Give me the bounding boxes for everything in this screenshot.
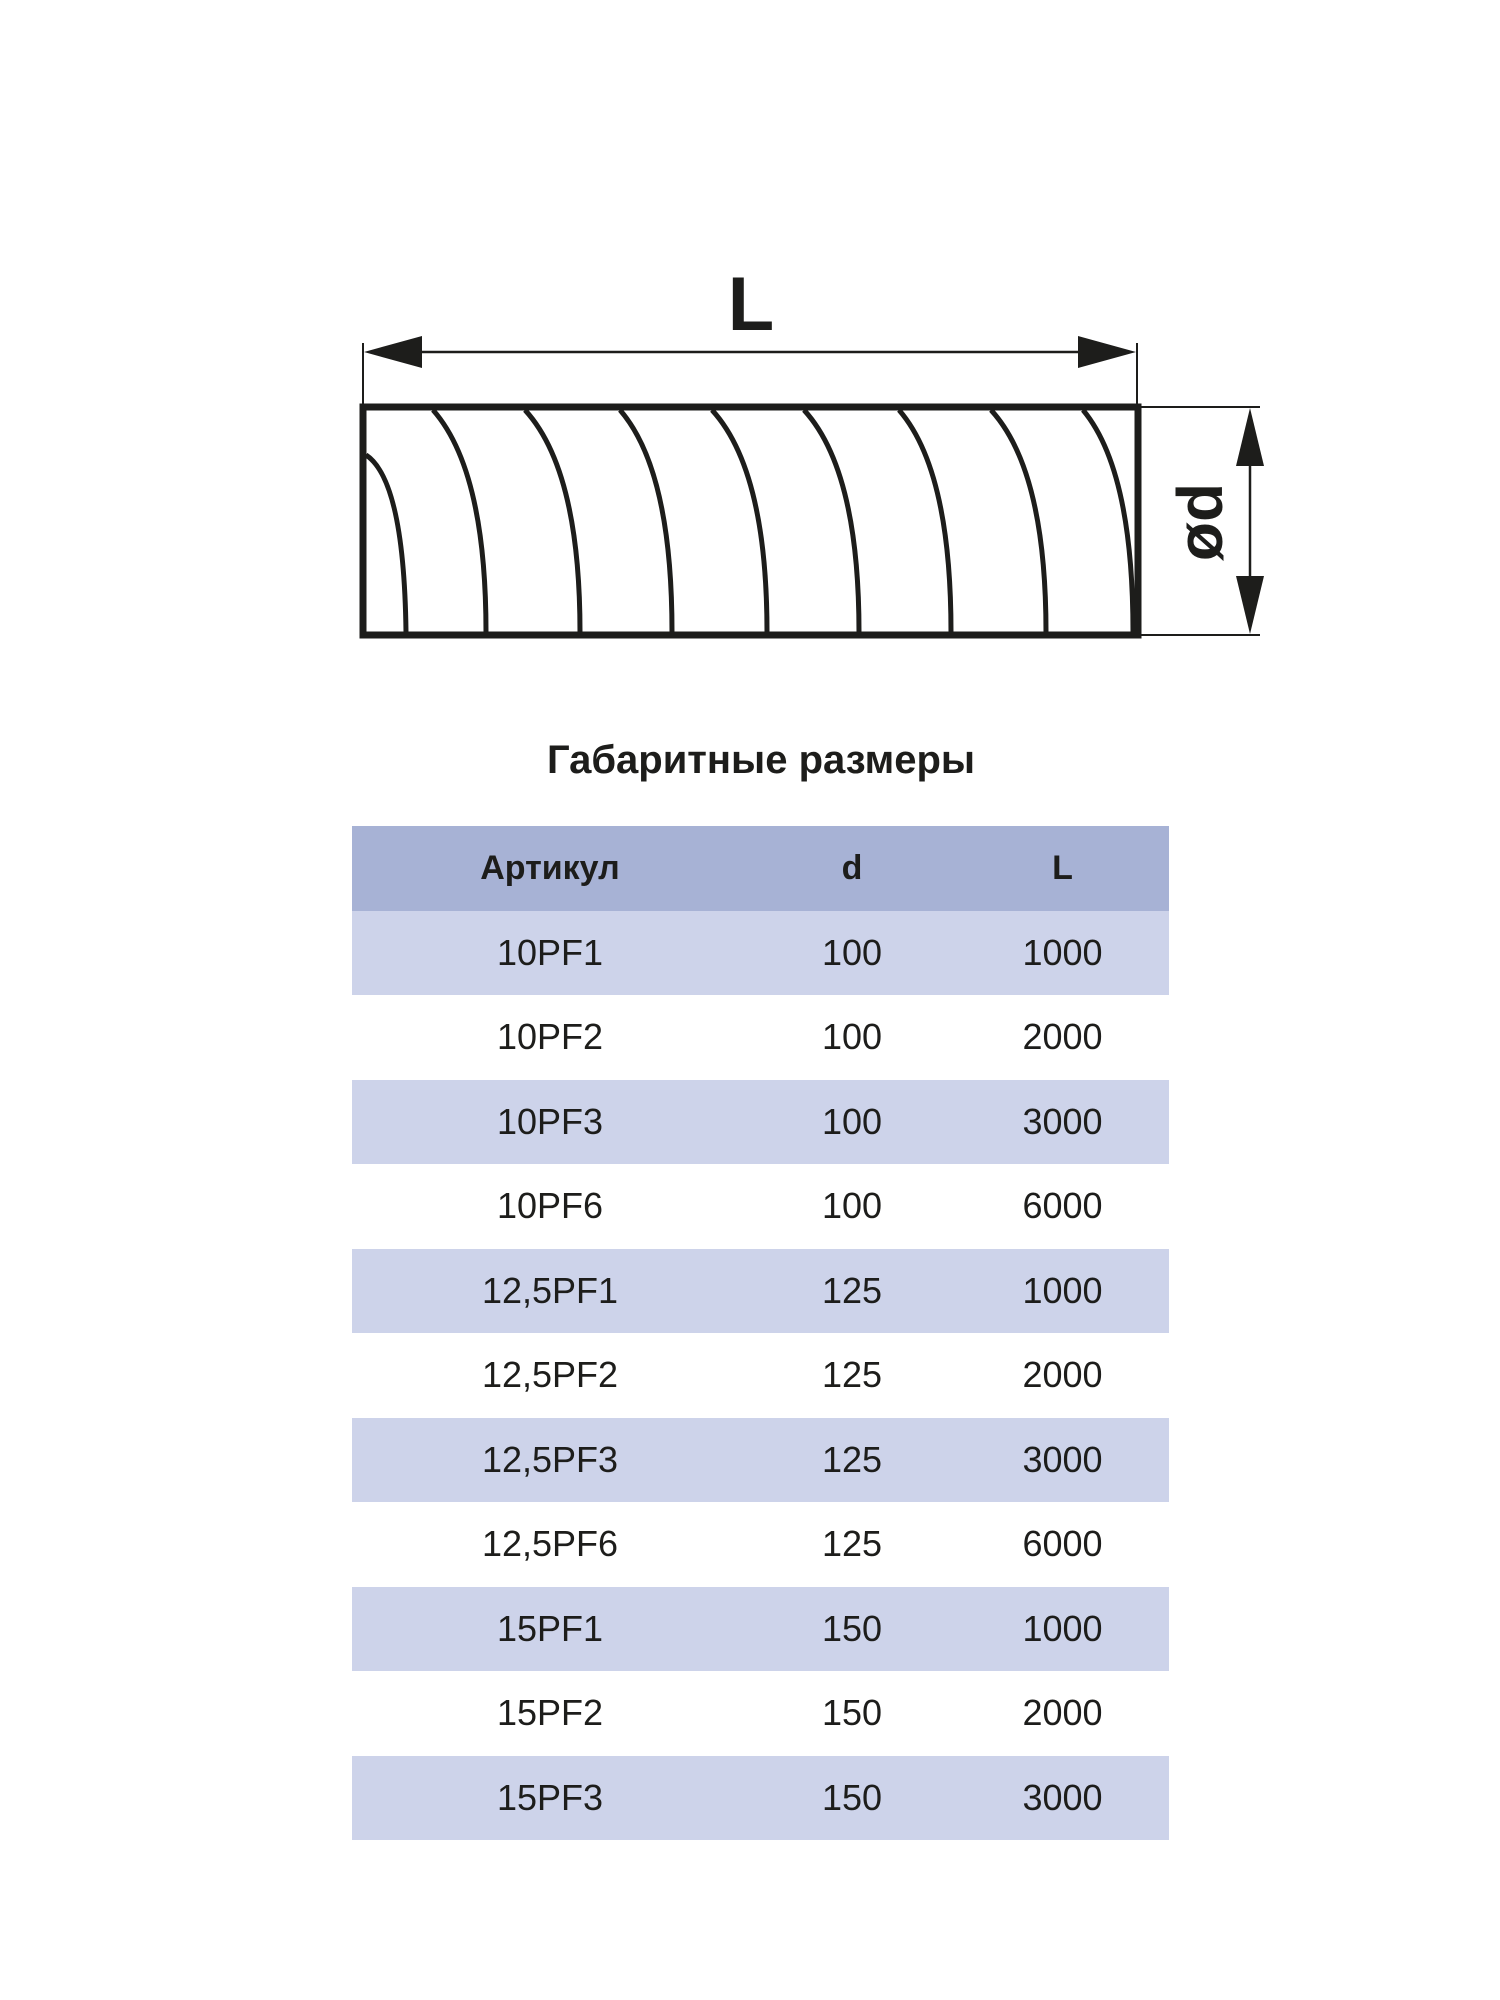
dimensions-table: Артикул d L 10PF1 100 1000 10PF2 100 2000 10PF… <box>352 826 1169 1840</box>
spiral-line <box>710 408 770 633</box>
cell-length: 6000 <box>1022 1523 1103 1565</box>
cell-diameter: 125 <box>821 1523 883 1565</box>
table-row: 10PF6 100 6000 <box>352 1164 1169 1249</box>
cell-length: 6000 <box>1022 1185 1103 1227</box>
cell-length: 3000 <box>956 1417 1169 1502</box>
cell-length: 2000 <box>1022 1354 1103 1396</box>
cell-diameter: 125 <box>748 1248 956 1333</box>
diameter-label: ød <box>1164 483 1236 561</box>
spiral-line <box>989 408 1049 633</box>
cell-diameter: 100 <box>748 1079 956 1164</box>
cell-article: 15PF3 <box>352 1755 748 1840</box>
cell-diameter: 125 <box>821 1354 883 1396</box>
table-row: 15PF2 150 2000 <box>352 1671 1169 1756</box>
table-row: 12,5PF3 125 3000 <box>352 1417 1169 1502</box>
cell-diameter: 150 <box>748 1755 956 1840</box>
cell-length: 3000 <box>956 1755 1169 1840</box>
arrow-up-icon <box>1236 408 1264 466</box>
spiral-line <box>431 408 489 633</box>
cell-length: 2000 <box>1022 1692 1103 1734</box>
table-row: 10PF2 100 2000 <box>352 995 1169 1080</box>
cell-diameter: 100 <box>748 910 956 995</box>
cell-diameter: 100 <box>821 1016 883 1058</box>
spiral-line <box>523 408 583 633</box>
spiral-line <box>1081 408 1136 633</box>
length-label: L <box>728 262 774 347</box>
section-title: Габаритные размеры <box>546 738 976 782</box>
header-diameter: d <box>748 826 956 911</box>
cell-article: 10PF3 <box>352 1079 748 1164</box>
spiral-line <box>364 452 409 633</box>
cell-article: 12,5PF3 <box>352 1417 748 1502</box>
cell-article: 10PF2 <box>496 1016 604 1058</box>
header-length: L <box>956 826 1169 911</box>
cell-length: 1000 <box>956 1586 1169 1671</box>
cell-article: 15PF1 <box>352 1586 748 1671</box>
table-header-row: Артикул d L <box>352 826 1169 911</box>
cell-diameter: 150 <box>748 1586 956 1671</box>
arrow-down-icon <box>1236 576 1264 634</box>
table-row: 12,5PF2 125 2000 <box>352 1333 1169 1418</box>
cell-length: 1000 <box>956 1248 1169 1333</box>
cell-article: 10PF1 <box>352 910 748 995</box>
duct-outline <box>359 403 1142 639</box>
table-row: 15PF3 150 3000 <box>352 1755 1169 1840</box>
arrow-left-icon <box>364 336 422 368</box>
cell-diameter: 100 <box>821 1185 883 1227</box>
table-row: 10PF3 100 3000 <box>352 1079 1169 1164</box>
table-row: 12,5PF6 125 6000 <box>352 1502 1169 1587</box>
cell-article: 12,5PF2 <box>481 1354 619 1396</box>
arrow-right-icon <box>1078 336 1136 368</box>
cell-length: 2000 <box>1022 1016 1103 1058</box>
table-row: 12,5PF1 125 1000 <box>352 1248 1169 1333</box>
cell-diameter: 150 <box>821 1692 883 1734</box>
cell-length: 1000 <box>956 910 1169 995</box>
cell-article: 15PF2 <box>496 1692 604 1734</box>
spiral-line <box>897 408 954 633</box>
flexible-duct-drawing: L ød <box>359 262 1264 639</box>
cell-length: 3000 <box>956 1079 1169 1164</box>
header-article: Артикул <box>352 826 748 911</box>
spiral-line <box>802 408 862 633</box>
cell-diameter: 125 <box>748 1417 956 1502</box>
cell-article: 12,5PF6 <box>481 1523 619 1565</box>
cell-article: 12,5PF1 <box>352 1248 748 1333</box>
table-row: 15PF1 150 1000 <box>352 1586 1169 1671</box>
cell-article: 10PF6 <box>496 1185 604 1227</box>
spiral-line <box>618 408 675 633</box>
table-row: 10PF1 100 1000 <box>352 910 1169 995</box>
